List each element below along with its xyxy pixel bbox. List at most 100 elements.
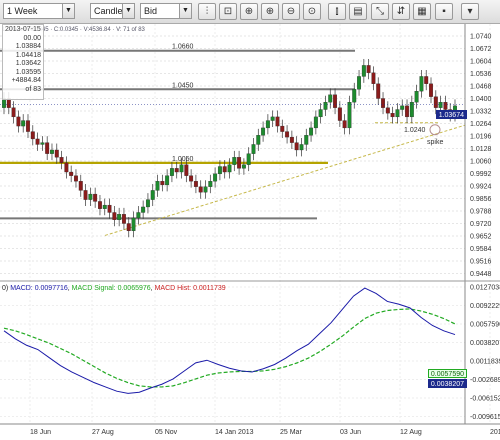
candle-body — [21, 120, 26, 127]
lock-icon[interactable]: ⊡ — [219, 3, 237, 20]
candle-icon[interactable]: ⫾ — [328, 3, 346, 20]
level-1-0240-label: 1.0240 — [404, 127, 426, 134]
expand-icon[interactable]: ⤡ — [371, 3, 389, 20]
axes: 1.07401.06721.06041.05361.04681.04001.03… — [0, 24, 500, 436]
date-tick-label: 201 — [490, 429, 500, 436]
price-tick-label: 1.0400 — [470, 96, 492, 103]
candle-body — [265, 120, 270, 129]
chart-type-select[interactable]: Candle ▼ — [90, 3, 135, 19]
date-tick-label: 05 Nov — [155, 429, 178, 436]
candle-body — [11, 107, 16, 118]
info-date: 2013-07-15 — [5, 26, 41, 33]
candle-body — [256, 135, 261, 145]
chart-type-value: Candle — [94, 6, 123, 16]
date-tick-label: 14 Jan 2013 — [215, 429, 254, 436]
price-type-value: Bid — [144, 6, 158, 16]
menu-icon[interactable]: ▾ — [461, 3, 479, 20]
info-count: of 83 — [25, 85, 41, 93]
chart-background — [0, 24, 465, 440]
candle-body — [361, 65, 366, 77]
macd-signal-value: MACD Signal: 0.0065976 — [71, 285, 151, 292]
macd-tick-label: 0.0092229 — [470, 303, 500, 310]
price-tick-label: 0.9584 — [470, 246, 492, 253]
candle-body — [414, 90, 419, 103]
candle-body — [429, 83, 433, 97]
candle-body — [337, 107, 342, 121]
candle-body — [241, 164, 246, 169]
price-tick-label: 1.0332 — [470, 109, 492, 116]
macd-prefix: 0) — [2, 285, 9, 292]
candle-body — [40, 142, 45, 145]
candle-body — [203, 186, 208, 193]
macd-price-box: 0.0038207 — [427, 379, 467, 388]
candle-body — [371, 72, 376, 84]
macd-value: MACD: 0.0097716 — [10, 285, 68, 292]
candle-body — [419, 76, 424, 92]
candle-body — [208, 181, 213, 187]
candle-body — [121, 214, 126, 224]
price-tick-label: 0.9856 — [470, 196, 492, 203]
info-low: 1.03642 — [15, 60, 41, 67]
price-tick-label: 1.0604 — [470, 59, 492, 66]
candle-body — [328, 94, 333, 103]
chevron-down-icon[interactable]: ▼ — [122, 4, 134, 18]
pattern-icon[interactable]: ▦ — [413, 3, 431, 20]
price-tick-label: 1.0672 — [470, 46, 492, 53]
candle-body — [289, 136, 294, 143]
date-tick-label: 12 Aug — [400, 429, 422, 436]
candle-body — [395, 109, 400, 118]
candle-body — [74, 175, 78, 182]
macd-panel — [0, 286, 465, 417]
candle-body — [45, 142, 50, 154]
chevron-down-icon[interactable]: ▼ — [179, 4, 191, 18]
info-time: 00.00 — [23, 34, 41, 42]
macd-tick-label: 0.0057590 — [470, 322, 500, 329]
price-tick-label: 0.9720 — [470, 221, 492, 228]
candle-body — [270, 116, 275, 121]
scale-icon[interactable]: ⇵ — [392, 3, 410, 20]
chart-header-text: 1 Week O:0.0345 · C:0.0345 · V:4536.84 ·… — [2, 27, 145, 33]
candle-body — [78, 181, 83, 191]
candle-body — [50, 149, 54, 154]
candle-body — [424, 76, 429, 84]
indicators-icon[interactable]: ⫶ — [198, 3, 216, 20]
macd-line — [3, 287, 456, 394]
chevron-down-icon[interactable]: ▼ — [62, 4, 74, 18]
candle-body — [150, 190, 155, 200]
macd-signal-price-box: 0.0057590 — [427, 369, 467, 378]
timeframe-select[interactable]: 1 Week ▼ — [3, 3, 75, 19]
candle-body — [294, 142, 299, 151]
price-tick-label: 1.0196 — [470, 134, 492, 141]
price-tick-label: 1.0128 — [470, 146, 492, 153]
price-tick-label: 0.9992 — [470, 171, 492, 178]
candle-body — [69, 171, 74, 176]
level-label: 1.0660 — [172, 44, 194, 51]
zoom-out-icon[interactable]: ⊖ — [282, 3, 300, 20]
candle-body — [237, 157, 242, 169]
candle-body — [443, 102, 448, 110]
price-tick-label: 1.0740 — [470, 34, 492, 41]
candle-body — [93, 193, 98, 202]
candle-body — [313, 116, 318, 129]
candle-body — [400, 105, 405, 110]
candle-body — [169, 168, 174, 176]
candle-body — [160, 181, 165, 186]
chart-icon[interactable]: ▤ — [349, 3, 367, 20]
zoom-area-icon[interactable]: ⊙ — [303, 3, 321, 20]
macd-hist-value: MACD Hist: 0.0011739 — [154, 285, 226, 292]
info-close: 1.03595 — [15, 68, 41, 76]
candle-body — [126, 223, 131, 232]
price-type-select[interactable]: Bid ▼ — [140, 3, 192, 19]
zoom-in-icon[interactable]: ⊕ — [261, 3, 279, 20]
current-price-box: 1.03674 — [435, 110, 467, 119]
candle-body — [222, 166, 227, 173]
save-icon[interactable]: ▪ — [435, 3, 453, 20]
zoom-fit-icon[interactable]: ⊕ — [240, 3, 258, 20]
candle-body — [174, 168, 179, 173]
candle-body — [189, 175, 194, 182]
candle-body — [299, 144, 304, 151]
candle-body — [165, 175, 170, 186]
